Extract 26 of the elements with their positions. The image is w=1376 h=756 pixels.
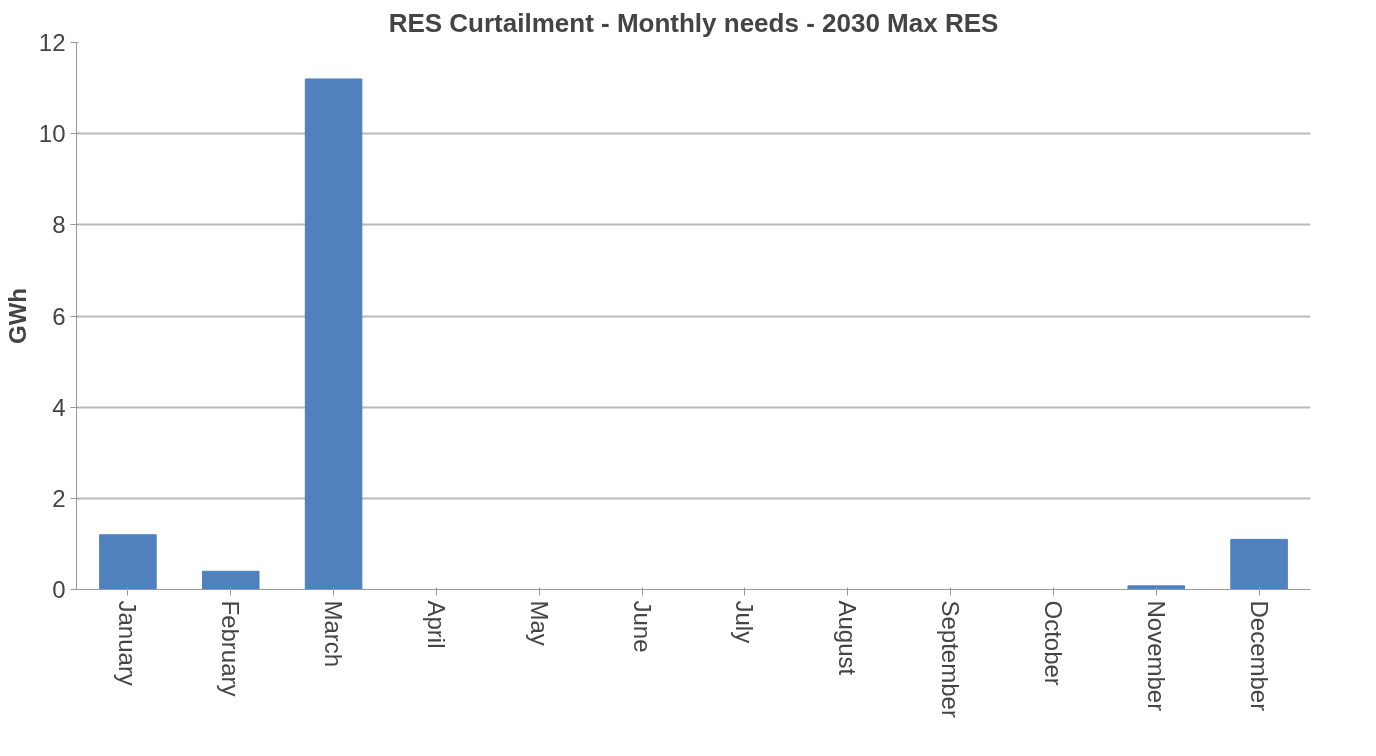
x-tick-label: August [834, 600, 862, 676]
y-tick-label: 0 [52, 576, 66, 603]
bar [99, 534, 157, 590]
bar [1230, 538, 1288, 590]
bar [201, 570, 260, 590]
x-tick-label: September [937, 600, 965, 718]
chart-title: RES Curtailment - Monthly needs - 2030 Max RES [388, 7, 999, 38]
x-tick-label: March [320, 600, 348, 668]
y-tick-label: 12 [38, 29, 66, 56]
x-tick-label: December [1245, 600, 1273, 712]
y-tick-label: 6 [52, 302, 66, 330]
bar [304, 78, 363, 590]
y-axis-title: GWh [3, 288, 31, 344]
x-tick-label: June [628, 600, 656, 653]
y-tick-label: 4 [52, 393, 66, 421]
x-tick-label: July [731, 600, 759, 644]
x-tick-label: October [1039, 600, 1067, 686]
y-tick-label: 2 [52, 484, 66, 512]
x-tick-label: January [114, 600, 142, 686]
y-tick-label: 8 [52, 211, 66, 239]
x-tick-label: May [525, 600, 553, 646]
x-tick-label: November [1142, 600, 1170, 712]
x-tick-label: February [217, 600, 245, 697]
bar [1127, 585, 1186, 590]
x-tick-label: April [422, 600, 450, 649]
y-tick-label: 10 [38, 120, 66, 148]
